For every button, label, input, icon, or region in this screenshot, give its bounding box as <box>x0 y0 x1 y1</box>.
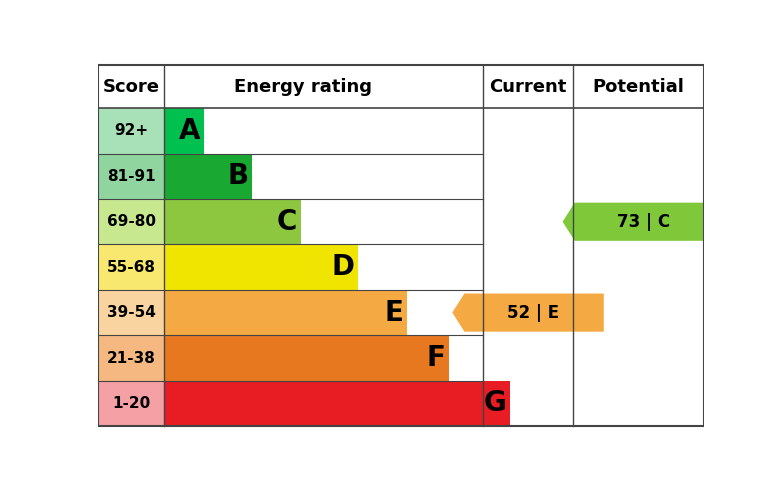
Bar <box>98 290 164 335</box>
Polygon shape <box>562 203 714 241</box>
Polygon shape <box>452 294 604 332</box>
Text: D: D <box>332 253 355 281</box>
Text: 81-91: 81-91 <box>107 169 156 184</box>
Bar <box>98 199 164 244</box>
Text: 92+: 92+ <box>114 123 148 139</box>
Text: Current: Current <box>490 78 567 96</box>
Bar <box>164 335 449 381</box>
Text: 21-38: 21-38 <box>106 351 156 366</box>
Text: 55-68: 55-68 <box>106 260 156 275</box>
Bar <box>164 199 301 244</box>
Bar <box>164 244 358 290</box>
Text: 1-20: 1-20 <box>112 396 150 411</box>
Text: Score: Score <box>102 78 160 96</box>
Bar <box>164 154 253 199</box>
Bar <box>164 381 510 426</box>
Bar <box>98 108 164 154</box>
Text: 52 | E: 52 | E <box>507 304 559 322</box>
Bar <box>98 154 164 199</box>
Text: E: E <box>384 298 404 327</box>
Text: Potential: Potential <box>593 78 684 96</box>
Bar <box>98 244 164 290</box>
Text: 73 | C: 73 | C <box>617 213 669 231</box>
Bar <box>164 108 204 154</box>
Text: Energy rating: Energy rating <box>235 78 372 96</box>
Text: F: F <box>427 344 446 372</box>
Bar <box>98 335 164 381</box>
Text: B: B <box>228 162 249 190</box>
Text: G: G <box>483 389 506 417</box>
Bar <box>98 381 164 426</box>
Bar <box>164 290 407 335</box>
Text: 39-54: 39-54 <box>106 305 156 320</box>
Text: A: A <box>178 117 200 145</box>
Text: C: C <box>277 208 297 236</box>
Text: 69-80: 69-80 <box>106 214 156 229</box>
